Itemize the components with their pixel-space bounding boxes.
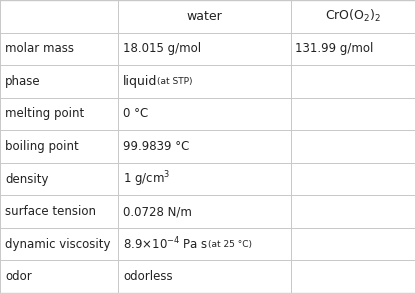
Text: (at STP): (at STP) — [157, 77, 193, 86]
Text: boiling point: boiling point — [5, 140, 79, 153]
Text: odorless: odorless — [123, 270, 173, 283]
Text: odor: odor — [5, 270, 32, 283]
Text: molar mass: molar mass — [5, 42, 74, 55]
Text: phase: phase — [5, 75, 41, 88]
Text: 1 g/cm$^3$: 1 g/cm$^3$ — [123, 169, 171, 189]
Text: 18.015 g/mol: 18.015 g/mol — [123, 42, 201, 55]
Text: 131.99 g/mol: 131.99 g/mol — [295, 42, 374, 55]
Text: 99.9839 °C: 99.9839 °C — [123, 140, 190, 153]
Text: density: density — [5, 173, 49, 185]
Text: water: water — [186, 10, 222, 23]
Text: CrO(O$_2$)$_2$: CrO(O$_2$)$_2$ — [325, 8, 381, 24]
Text: 0 °C: 0 °C — [123, 108, 149, 120]
Text: (at 25 °C): (at 25 °C) — [208, 240, 252, 249]
Text: melting point: melting point — [5, 108, 84, 120]
Text: 8.9$\times$10$^{-4}$ Pa s: 8.9$\times$10$^{-4}$ Pa s — [123, 236, 209, 253]
Text: dynamic viscosity: dynamic viscosity — [5, 238, 110, 251]
Text: liquid: liquid — [123, 75, 158, 88]
Text: surface tension: surface tension — [5, 205, 96, 218]
Text: 0.0728 N/m: 0.0728 N/m — [123, 205, 192, 218]
